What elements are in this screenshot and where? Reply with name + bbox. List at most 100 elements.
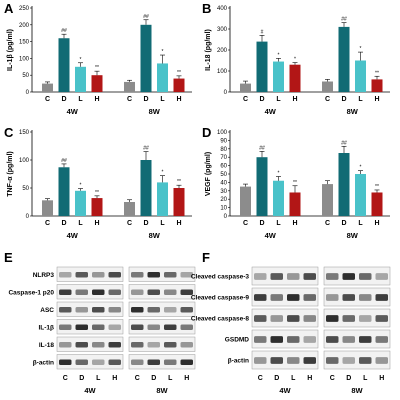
bar <box>91 198 103 216</box>
category-label: D <box>143 220 148 227</box>
bar <box>140 160 152 216</box>
blot-strip <box>128 336 196 352</box>
blot-band <box>75 359 88 366</box>
significance-mark: * <box>294 57 296 63</box>
lane-label: C <box>330 375 335 382</box>
blot-band <box>147 359 160 366</box>
blot-row-label: Cleaved caspase-3 <box>191 274 250 281</box>
y-tick-label: 250 <box>19 6 30 12</box>
blot-band <box>326 273 339 280</box>
blot-band <box>287 357 300 364</box>
blot-band <box>287 336 300 343</box>
group-label: 8W <box>347 231 359 240</box>
bar <box>355 60 366 92</box>
bar <box>273 180 284 216</box>
category-label: L <box>358 220 363 227</box>
significance-mark: * <box>80 57 82 63</box>
blot-band <box>359 273 372 280</box>
blot-strip <box>323 308 391 328</box>
category-label: C <box>127 220 132 227</box>
bar <box>42 200 53 216</box>
blot-band <box>108 271 121 278</box>
significance-mark: ** <box>95 65 99 71</box>
blot-band <box>59 306 72 313</box>
blot-band <box>375 357 388 364</box>
blot-row-label: Cleaved caspase-9 <box>191 295 250 302</box>
y-tick-label: 70 <box>220 155 227 161</box>
y-tick-label: 40 <box>220 180 227 186</box>
bar <box>289 64 301 92</box>
y-tick-label: 50 <box>220 172 227 178</box>
y-tick-label: 100 <box>217 130 228 136</box>
blot-band <box>180 271 193 278</box>
group-label: 8W <box>149 231 161 240</box>
category-label: L <box>160 220 165 227</box>
y-tick-label: 100 <box>19 158 30 164</box>
significance-mark: ## <box>143 146 149 152</box>
blot-band <box>303 294 316 301</box>
blot-strip <box>251 287 319 307</box>
blot-row-label: β-actin <box>228 358 249 365</box>
blot-band <box>287 294 300 301</box>
significance-mark: ** <box>177 70 181 76</box>
y-tick-label: 300 <box>217 27 228 33</box>
blot-band <box>164 306 177 313</box>
category-label: C <box>325 220 330 227</box>
y-tick-label: 20 <box>220 197 227 203</box>
blot-band <box>303 315 316 322</box>
category-label: C <box>127 96 132 103</box>
blot-band <box>131 359 144 366</box>
blot-band <box>131 289 144 296</box>
chart-vegf: VEGF (pg/ml) 0 10 20 30 40 50 60 70 80 90 100 C ## D * L… <box>205 130 390 240</box>
blot-strip <box>323 329 391 349</box>
blot-row-label: IL-1β <box>38 324 54 331</box>
significance-mark: ## <box>259 145 265 151</box>
blot-band <box>303 273 316 280</box>
category-label: L <box>78 220 83 227</box>
blot-row-label: IL-18 <box>39 342 55 349</box>
panel-label-e: E <box>4 250 13 265</box>
category-label: D <box>259 96 264 103</box>
bar <box>240 186 251 216</box>
lane-label: C <box>63 375 68 382</box>
lane-label: L <box>363 375 368 382</box>
category-label: D <box>341 220 346 227</box>
blot-band <box>75 306 88 313</box>
blot-band <box>75 289 88 296</box>
bar <box>58 167 70 216</box>
blot-band <box>359 357 372 364</box>
bar <box>173 78 185 92</box>
bar <box>256 41 268 92</box>
blot-band <box>108 341 121 348</box>
category-label: H <box>176 220 181 227</box>
blot-strip <box>251 308 319 328</box>
bar <box>124 81 135 92</box>
y-tick-label: 0 <box>224 214 228 220</box>
bar <box>157 63 168 92</box>
lane-label: H <box>379 375 384 382</box>
y-tick-label: 80 <box>220 147 227 153</box>
blot-strip <box>251 329 319 349</box>
blot-band <box>75 341 88 348</box>
blot-strip <box>128 266 196 282</box>
blot-band <box>254 357 267 364</box>
blot-band <box>180 289 193 296</box>
lane-label: C <box>258 375 263 382</box>
significance-mark: ## <box>341 140 347 146</box>
lane-label: D <box>346 375 351 382</box>
blot-band <box>180 306 193 313</box>
bar <box>58 38 70 92</box>
category-label: L <box>276 220 281 227</box>
category-label: L <box>276 96 281 103</box>
bar <box>289 192 301 216</box>
blot-row-label: Caspase-1 p20 <box>8 289 54 296</box>
blot-band <box>326 294 339 301</box>
lane-label: L <box>291 375 296 382</box>
bar <box>157 182 168 216</box>
blot-band <box>164 341 177 348</box>
blot-band <box>326 315 339 322</box>
blot-strip <box>56 319 124 335</box>
bar <box>124 202 135 216</box>
y-tick-label: 10 <box>220 206 227 212</box>
category-label: H <box>94 96 99 103</box>
